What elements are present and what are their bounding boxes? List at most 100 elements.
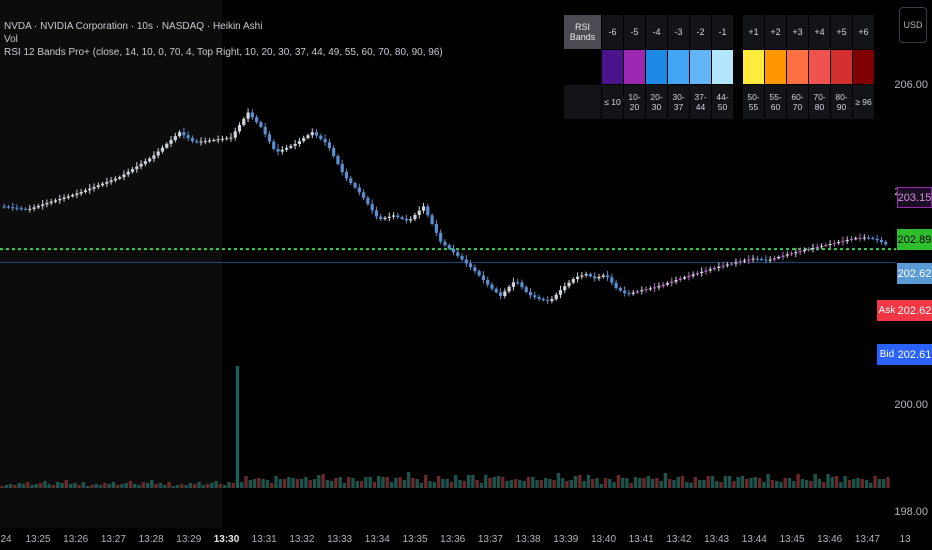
volume-bar bbox=[642, 478, 646, 488]
volume-bar bbox=[115, 485, 120, 488]
volume-bar bbox=[347, 477, 351, 488]
candle-body bbox=[524, 287, 528, 292]
candle-body bbox=[477, 271, 481, 276]
candle-body bbox=[768, 259, 772, 261]
symbol-title[interactable]: NVDA · NVIDIA Corporation · 10s · NASDAQ… bbox=[4, 21, 263, 32]
volume-legend[interactable]: Vol bbox=[4, 34, 18, 45]
candle-body bbox=[439, 232, 443, 242]
candle-body bbox=[28, 208, 32, 210]
volume-bar bbox=[338, 477, 342, 488]
volume-bar bbox=[723, 476, 728, 488]
volume-bar bbox=[261, 479, 265, 488]
volume-bar bbox=[535, 480, 539, 488]
candle-body bbox=[725, 264, 729, 266]
time-tick: 13:37 bbox=[477, 534, 503, 545]
candle-body bbox=[687, 275, 691, 278]
volume-bar bbox=[85, 486, 90, 488]
candle-body bbox=[858, 237, 862, 239]
volume-bar bbox=[834, 476, 839, 488]
volume-bar bbox=[479, 483, 484, 488]
volume-bar bbox=[561, 478, 565, 488]
volume-bar bbox=[809, 481, 813, 488]
candle-body bbox=[828, 244, 832, 246]
time-tick: 13:44 bbox=[741, 534, 767, 545]
candle-body bbox=[670, 281, 674, 284]
candle-body bbox=[648, 288, 652, 290]
candle-body bbox=[426, 206, 430, 216]
candle-body bbox=[473, 267, 477, 272]
candle-body bbox=[152, 155, 156, 159]
candle-body bbox=[32, 207, 36, 209]
volume-bar bbox=[411, 478, 415, 488]
rsi-band-label: +4 bbox=[809, 15, 830, 49]
volume-bar bbox=[745, 479, 749, 488]
candle-body bbox=[310, 132, 314, 136]
bid-price-tag[interactable]: 202.61 bbox=[897, 344, 932, 365]
volume-bar bbox=[719, 482, 723, 488]
candle-body bbox=[730, 263, 734, 265]
volume-bar bbox=[856, 478, 860, 488]
rsi-table-gap bbox=[734, 50, 742, 84]
candle-body bbox=[379, 216, 383, 220]
time-tick: 13:26 bbox=[63, 534, 89, 545]
candle-body bbox=[366, 197, 370, 205]
rsi-band-range: ≤ 10 bbox=[602, 85, 623, 119]
candle-body bbox=[807, 249, 811, 251]
volume-bar bbox=[197, 482, 201, 488]
candle-body bbox=[370, 204, 374, 211]
candle-body bbox=[148, 158, 152, 162]
candle-body bbox=[528, 292, 533, 296]
candle-body bbox=[409, 219, 413, 221]
volume-bar bbox=[886, 477, 890, 488]
candle-body bbox=[190, 138, 195, 141]
candle-body bbox=[233, 131, 237, 138]
candle-body bbox=[173, 136, 177, 140]
candle-body bbox=[511, 282, 516, 287]
volume-bar bbox=[158, 483, 163, 488]
volume-bar bbox=[736, 477, 740, 488]
candle-body bbox=[571, 279, 575, 283]
candle-body bbox=[319, 135, 323, 139]
candle-body bbox=[533, 295, 537, 298]
volume-bar bbox=[766, 474, 770, 488]
candle-body bbox=[66, 196, 70, 198]
candle-body bbox=[708, 269, 712, 271]
price-chart[interactable] bbox=[0, 0, 896, 528]
volume-bar bbox=[449, 482, 454, 488]
volume-bar bbox=[34, 484, 39, 488]
candle-body bbox=[751, 258, 755, 260]
price-tag[interactable]: 203.15 bbox=[897, 187, 932, 208]
time-axis[interactable]: 24 13:25 13:26 13:27 13:28 13:29 13:30 13:31 13:… bbox=[0, 528, 932, 550]
price-tag[interactable]: 202.89 bbox=[897, 229, 932, 250]
volume-bar bbox=[368, 477, 372, 488]
ask-price-tag[interactable]: 202.62 bbox=[897, 300, 932, 321]
candle-body bbox=[387, 216, 391, 218]
candle-body bbox=[554, 294, 558, 300]
price-tag[interactable]: 202.62 bbox=[897, 263, 932, 284]
volume-bar bbox=[167, 482, 171, 488]
candle-body bbox=[160, 147, 165, 152]
volume-bar bbox=[308, 480, 312, 488]
candle-body bbox=[374, 210, 379, 217]
candle-body bbox=[41, 204, 45, 206]
candle-body bbox=[280, 149, 284, 152]
volume-bar bbox=[762, 482, 766, 488]
volume-bar bbox=[30, 485, 34, 488]
volume-bar bbox=[573, 476, 578, 488]
volume-bar bbox=[826, 474, 830, 488]
candle-body bbox=[323, 138, 327, 143]
candle-body bbox=[871, 237, 875, 239]
candle-body bbox=[396, 215, 400, 218]
volume-bar bbox=[107, 484, 111, 488]
volume-bar bbox=[715, 481, 719, 488]
volume-bar bbox=[710, 476, 715, 488]
indicator-legend[interactable]: RSI 12 Bands Pro+ (close, 14, 10, 0, 70,… bbox=[4, 47, 443, 58]
currency-button[interactable]: USD bbox=[899, 7, 927, 43]
volume-bar bbox=[17, 483, 21, 488]
candle-body bbox=[349, 178, 353, 183]
volume-bar bbox=[864, 480, 869, 488]
candle-body bbox=[19, 208, 23, 210]
rsi-band-label: +1 bbox=[743, 15, 764, 49]
candle-body bbox=[96, 185, 100, 187]
volume-bar bbox=[274, 476, 278, 488]
